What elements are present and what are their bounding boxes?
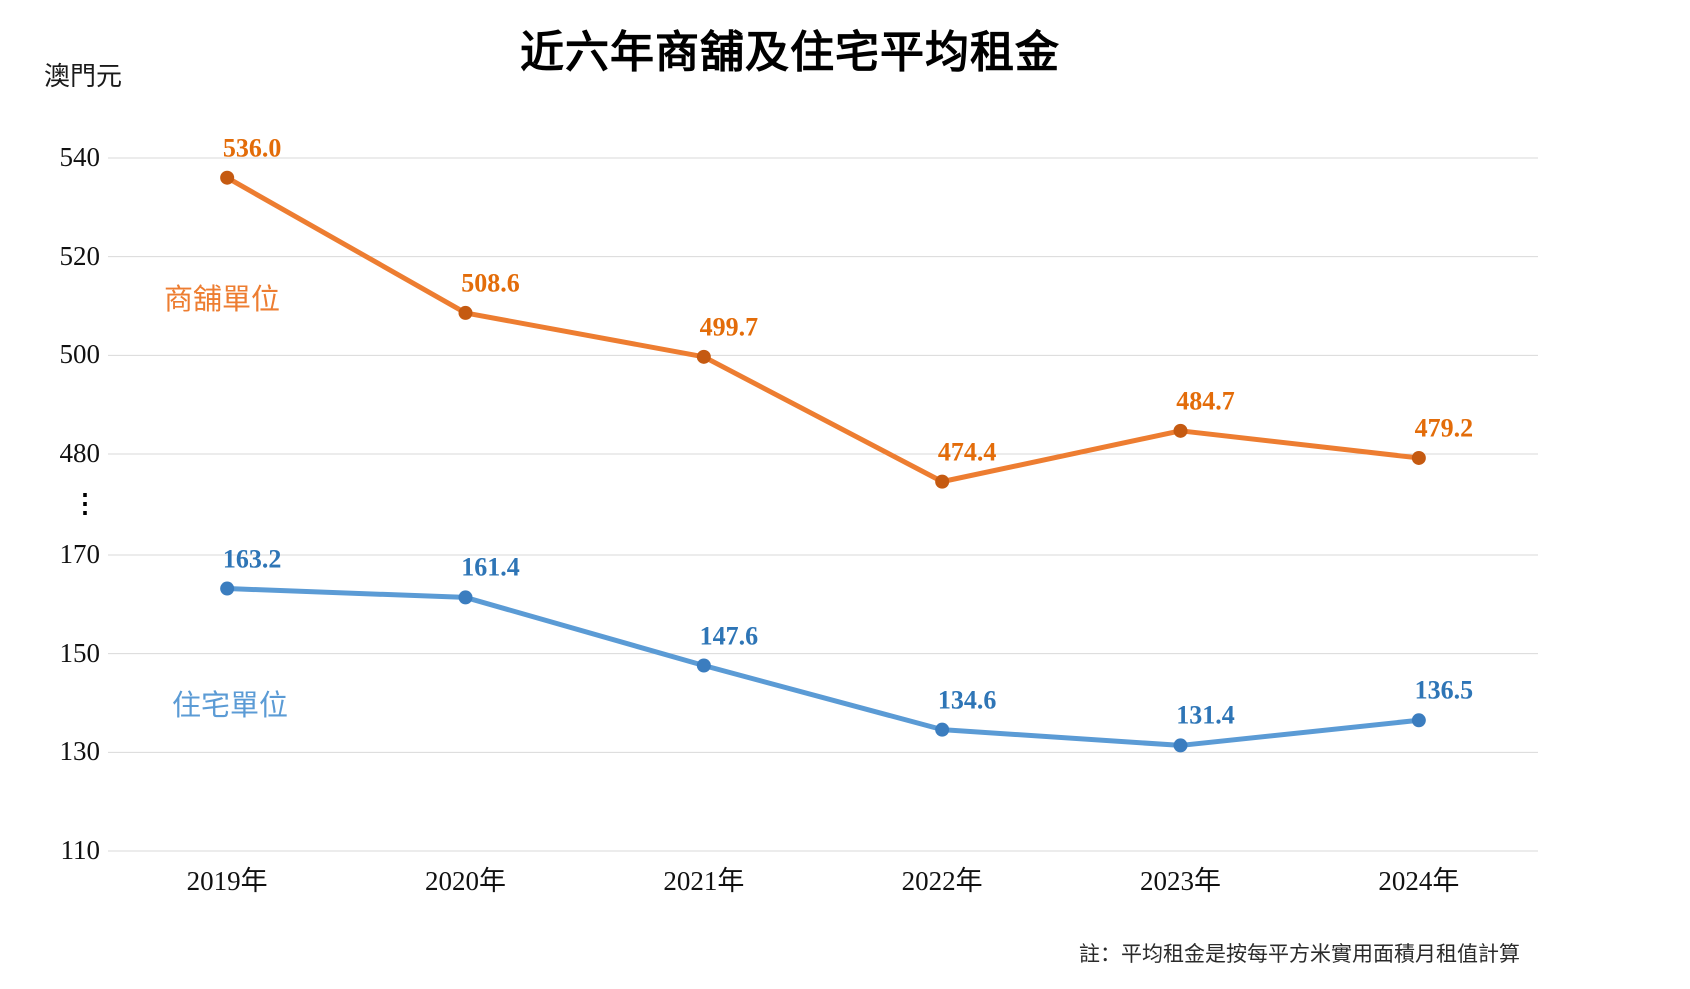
- marker-shops-2023年: [1173, 423, 1188, 438]
- y-tick-540: 540: [59, 142, 101, 172]
- y-tick-150: 150: [59, 637, 101, 668]
- marker-shops-2021年: [696, 349, 711, 364]
- marker-shops-2019年: [220, 170, 235, 185]
- x-tick-3: 2022年: [901, 866, 983, 896]
- y-tick-170: 170: [59, 539, 101, 569]
- marker-residential-2023年: [1173, 738, 1188, 753]
- data-label-residential-2021年: 147.6: [699, 620, 759, 650]
- data-label-shops-2024年: 479.2: [1414, 413, 1474, 443]
- data-label-shops-2023年: 484.7: [1176, 386, 1235, 416]
- marker-residential-2020年: [458, 590, 473, 605]
- y-tick-130: 130: [59, 736, 101, 767]
- x-tick-5: 2024年: [1378, 866, 1460, 896]
- marker-residential-2022年: [935, 722, 950, 737]
- marker-shops-2022年: [935, 474, 950, 489]
- y-tick-500: 500: [59, 339, 101, 370]
- marker-shops-2020年: [458, 305, 473, 320]
- series-label-shops: 商舖單位: [164, 284, 281, 316]
- data-label-residential-2019年: 163.2: [222, 543, 282, 573]
- y-tick-110: 110: [60, 835, 101, 865]
- y-axis-break-icon: ⋮: [72, 488, 98, 518]
- y-tick-520: 520: [59, 240, 101, 271]
- marker-residential-2021年: [696, 658, 711, 673]
- y-tick-480: 480: [59, 438, 101, 468]
- marker-residential-2019年: [220, 581, 235, 596]
- series-line-residential: [224, 586, 1422, 748]
- x-tick-1: 2020年: [425, 866, 506, 896]
- data-label-shops-2021年: 499.7: [699, 312, 759, 342]
- marker-residential-2024年: [1411, 713, 1426, 728]
- marker-shops-2024年: [1411, 450, 1426, 465]
- series-label-residential: 住宅單位: [172, 690, 289, 722]
- data-label-shops-2019年: 536.0: [222, 133, 282, 163]
- x-tick-2: 2021年: [663, 866, 745, 896]
- data-label-residential-2024年: 136.5: [1414, 675, 1474, 705]
- data-label-shops-2020年: 508.6: [461, 268, 520, 298]
- data-label-residential-2022年: 134.6: [937, 685, 997, 715]
- y-axis-unit-label: 澳門元: [44, 62, 123, 91]
- chart-footnote: 註：平均租金是按每平方米實用面積月租值計算: [1079, 942, 1520, 966]
- x-tick-0: 2019年: [186, 866, 268, 896]
- series-line-shops: [224, 175, 1422, 485]
- chart-title: 近六年商舖及住宅平均租金: [520, 28, 1060, 77]
- x-tick-4: 2023年: [1140, 866, 1221, 896]
- data-label-residential-2020年: 161.4: [461, 552, 520, 582]
- data-label-shops-2022年: 474.4: [937, 437, 997, 467]
- data-label-residential-2023年: 131.4: [1176, 700, 1235, 730]
